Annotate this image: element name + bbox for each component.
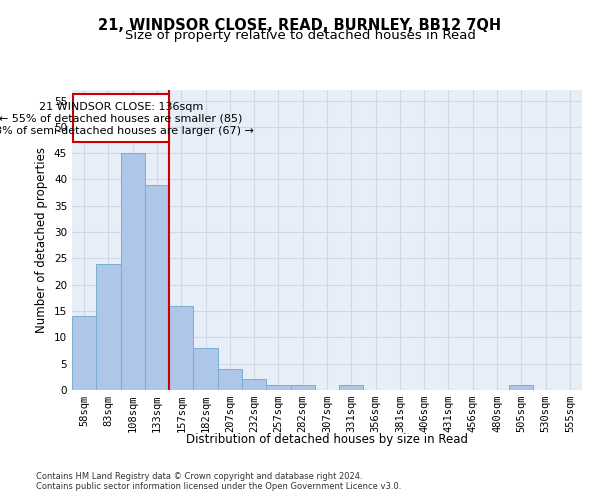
Y-axis label: Number of detached properties: Number of detached properties bbox=[35, 147, 49, 333]
Text: Contains public sector information licensed under the Open Government Licence v3: Contains public sector information licen… bbox=[36, 482, 401, 491]
Bar bbox=[266, 384, 290, 390]
Bar bbox=[72, 316, 96, 390]
Text: 21 WINDSOR CLOSE: 136sqm: 21 WINDSOR CLOSE: 136sqm bbox=[39, 102, 203, 112]
Bar bbox=[121, 153, 145, 390]
Text: 43% of semi-detached houses are larger (67) →: 43% of semi-detached houses are larger (… bbox=[0, 126, 254, 136]
Bar bbox=[339, 384, 364, 390]
Text: Distribution of detached houses by size in Read: Distribution of detached houses by size … bbox=[186, 432, 468, 446]
Bar bbox=[509, 384, 533, 390]
Bar bbox=[73, 94, 169, 142]
Bar bbox=[169, 306, 193, 390]
Bar bbox=[193, 348, 218, 390]
Text: Size of property relative to detached houses in Read: Size of property relative to detached ho… bbox=[125, 29, 475, 42]
Bar bbox=[290, 384, 315, 390]
Bar bbox=[242, 380, 266, 390]
Text: Contains HM Land Registry data © Crown copyright and database right 2024.: Contains HM Land Registry data © Crown c… bbox=[36, 472, 362, 481]
Bar bbox=[218, 369, 242, 390]
Text: 21, WINDSOR CLOSE, READ, BURNLEY, BB12 7QH: 21, WINDSOR CLOSE, READ, BURNLEY, BB12 7… bbox=[98, 18, 502, 32]
Text: ← 55% of detached houses are smaller (85): ← 55% of detached houses are smaller (85… bbox=[0, 114, 242, 124]
Bar bbox=[96, 264, 121, 390]
Bar bbox=[145, 184, 169, 390]
